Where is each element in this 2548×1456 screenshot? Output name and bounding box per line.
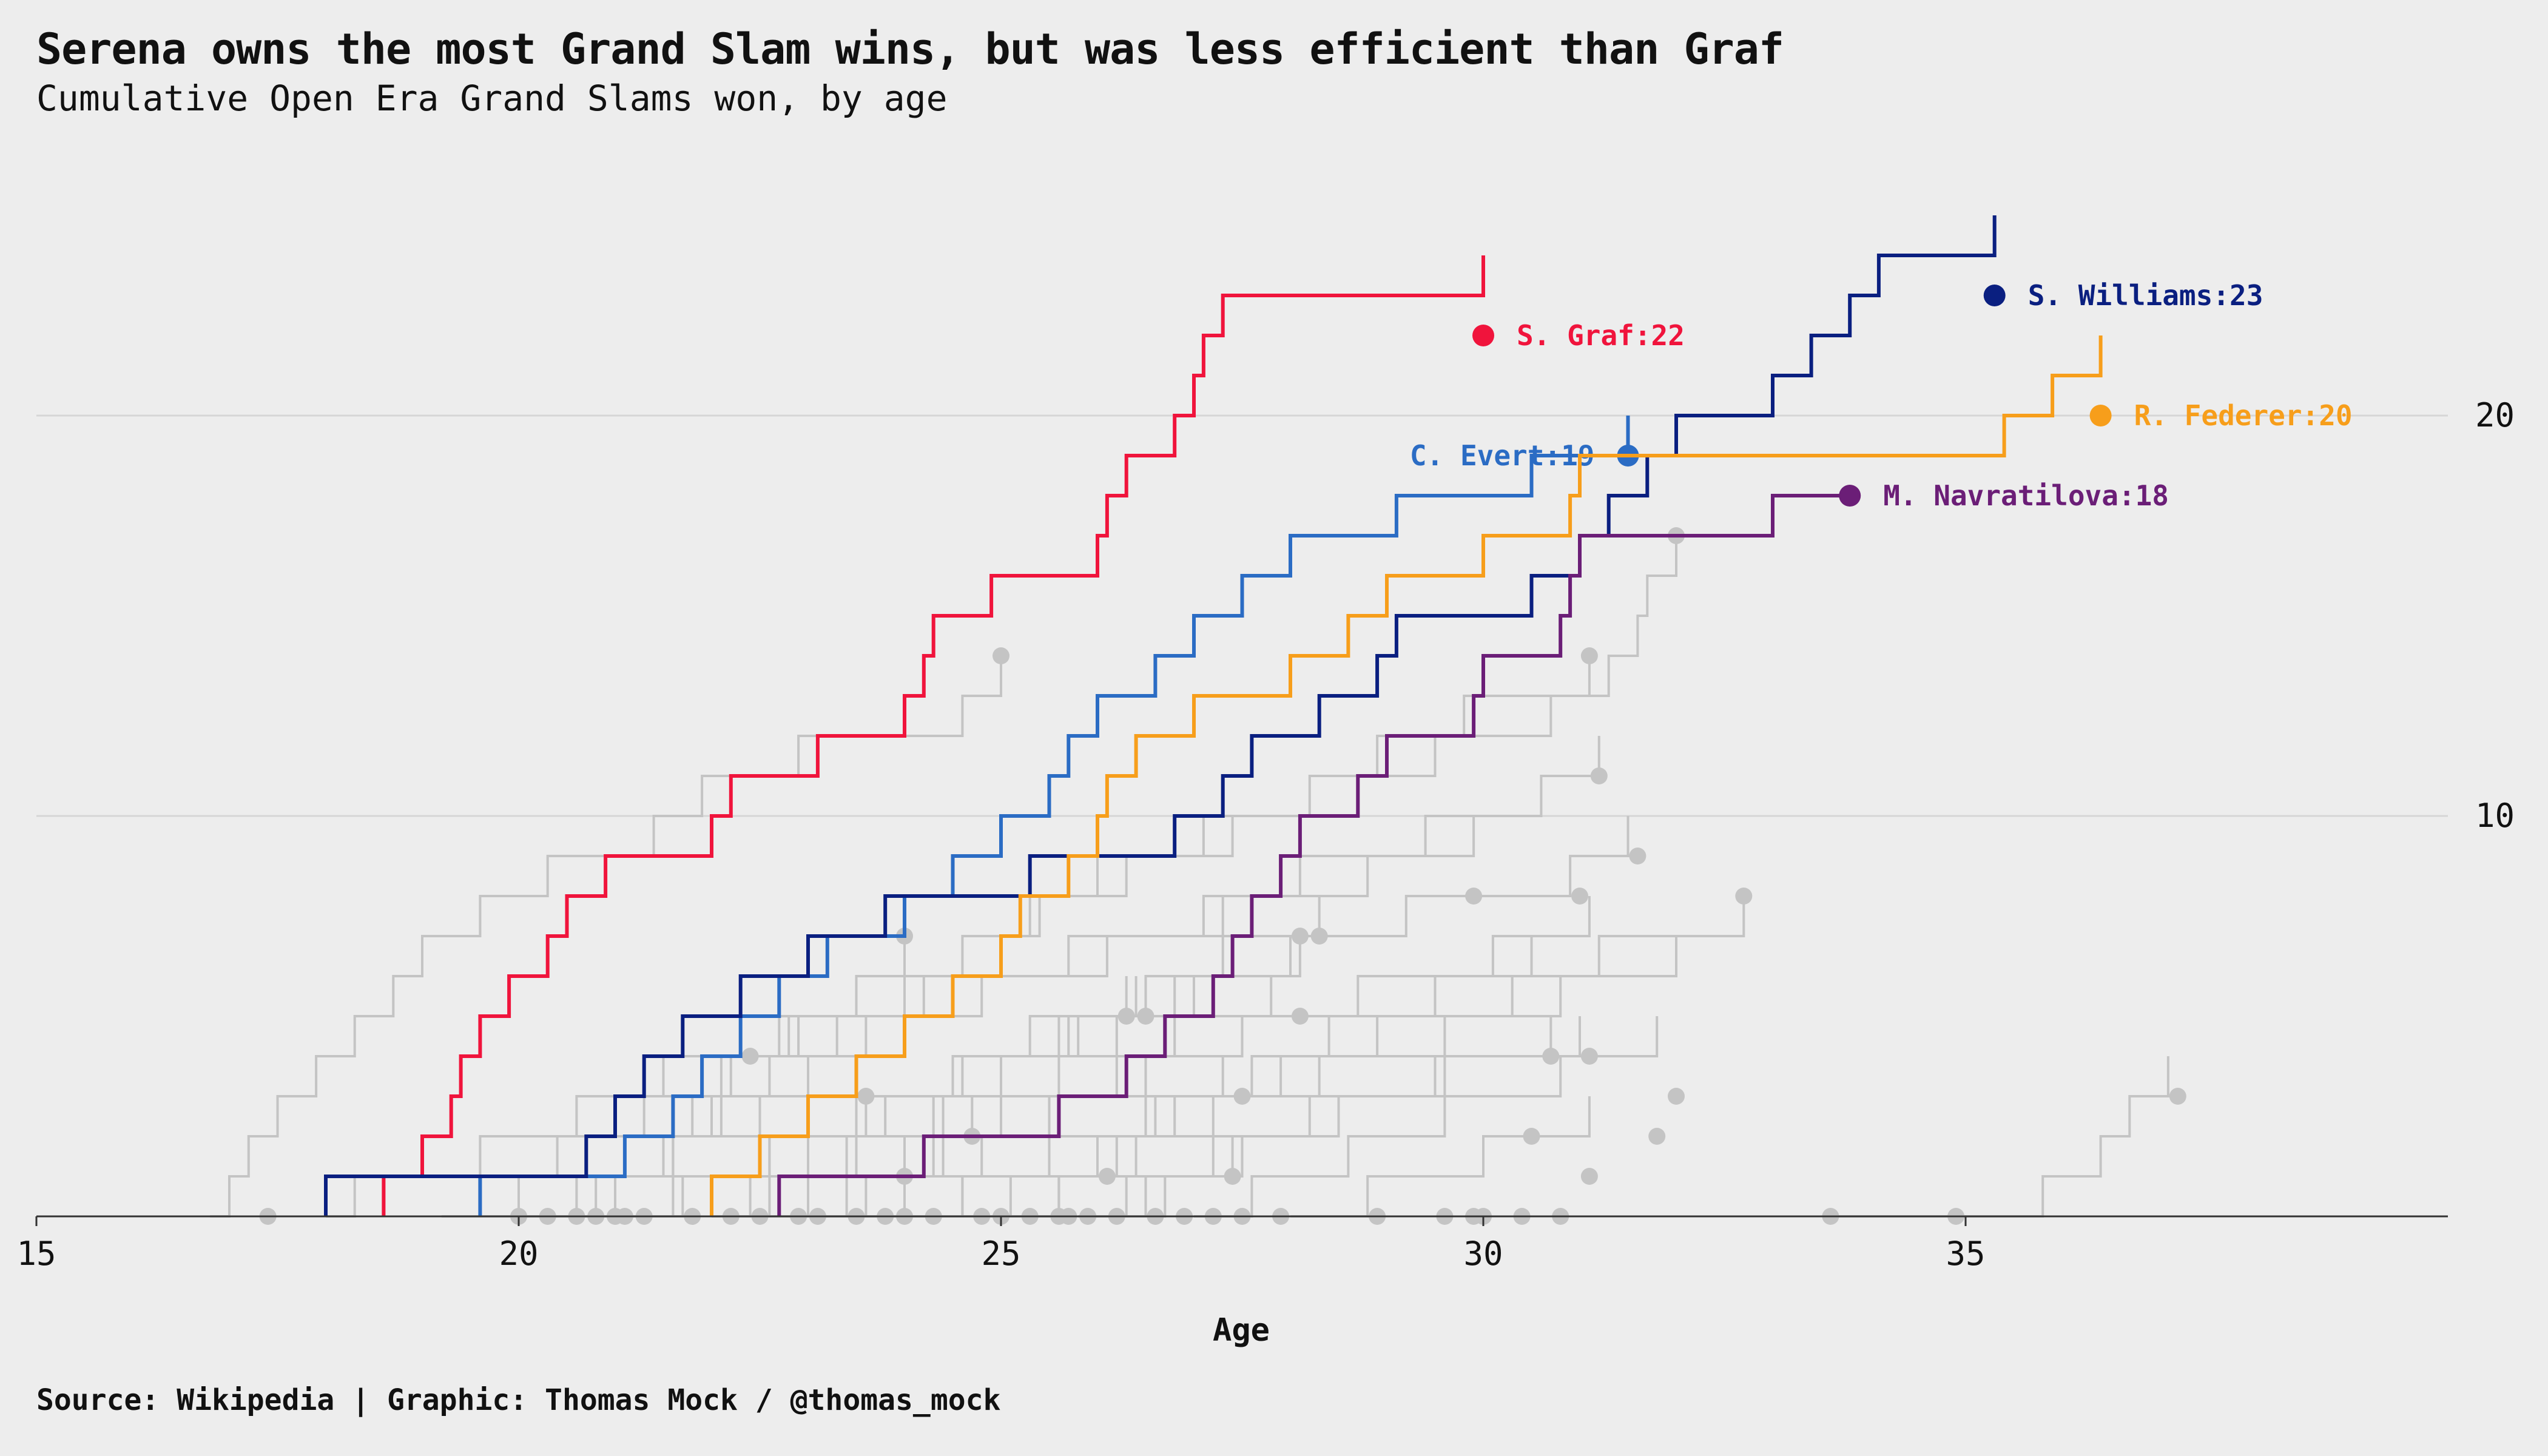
other-player-endpoint-18 [857,1088,875,1105]
axes: 10 20 15 20 25 30 35 [16,396,2515,1273]
other-player-line-21 [1194,1016,1659,1218]
other-player-line-20 [1078,1016,1552,1218]
chart-caption: Source: Wikipedia | Graphic: Thomas Mock… [36,1383,1001,1417]
y-tick-label-20: 20 [2475,396,2515,434]
series-line-r-federer [710,335,2103,1216]
other-player-line-5 [547,816,1475,1218]
other-player-endpoint-6 [1571,888,1588,905]
other-player-endpoint-14 [1137,1008,1154,1025]
series-endpoint-s-graf [1472,325,1494,346]
other-player-endpoint-2 [1580,647,1598,664]
other-player-line-25 [1830,1056,2169,1218]
other-player-line-2 [470,656,1591,1218]
series-endpoint-r-federer [2089,405,2112,426]
x-tick-label-30: 30 [1463,1235,1503,1273]
other-player-endpoint-19 [741,1048,759,1065]
other-player-endpoint-22 [1224,1168,1241,1185]
other-player-endpoint-5 [1465,888,1483,905]
x-tick-label-20: 20 [499,1235,538,1273]
chart-title: Serena owns the most Grand Slam wins, bu… [36,24,1784,74]
other-player-endpoint-26 [1098,1168,1116,1185]
other-player-endpoint-21 [1648,1128,1666,1145]
other-player-line-18 [615,1096,858,1218]
y-tick-label-10: 10 [2475,797,2515,835]
other-player-line-4 [712,816,1630,1218]
series-line-s-graf [382,255,1485,1216]
other-player-endpoint-15 [1668,1088,1685,1105]
x-tick-label-35: 35 [1946,1235,1985,1273]
other-player-endpoint-12 [1291,1008,1309,1025]
series-label-c-evert: C. Evert:19 [1410,439,1595,472]
highlighted-players-lines: S. Graf:22 C. Evert:19 S. Williams:23 R. Fe… [324,215,2353,1216]
series-line-s-williams [324,215,1997,1216]
other-player-endpoint-0 [993,647,1009,664]
series-label-s-graf: S. Graf:22 [1517,319,1685,352]
other-player-line-24 [1290,1096,1591,1218]
other-player-endpoint-9 [1310,928,1328,945]
series-label-s-williams: S. Williams:23 [2028,279,2263,312]
other-player-endpoint-25 [2169,1088,2186,1105]
other-player-endpoint-7 [1735,888,1753,905]
series-line-m-navratilova [777,494,1850,1216]
series-label-m-navratilova: M. Navratilova:18 [1883,479,2169,512]
other-player-line-16 [1097,1016,1581,1218]
other-player-line-23 [808,1096,974,1218]
other-player-endpoint-17 [1233,1088,1251,1105]
other-player-line-19 [519,1096,761,1218]
other-players-lines [210,527,2186,1225]
x-axis-label: Age [1213,1312,1270,1349]
other-player-endpoint-24 [1580,1168,1598,1185]
chart-subtitle: Cumulative Open Era Grand Slams won, by … [36,78,948,119]
other-player-endpoint-3 [1590,767,1608,784]
series-endpoint-s-williams [1983,285,2006,306]
series-line-c-evert [478,416,1630,1216]
other-player-endpoint-10 [1291,928,1309,945]
series-label-r-federer: R. Federer:20 [2134,399,2353,432]
other-player-line-0 [210,656,1002,1218]
other-player-endpoint-4 [1629,848,1646,864]
x-tick-label-25: 25 [981,1235,1020,1273]
series-endpoint-m-navratilova [1839,485,1861,507]
x-tick-label-15: 15 [16,1235,56,1273]
